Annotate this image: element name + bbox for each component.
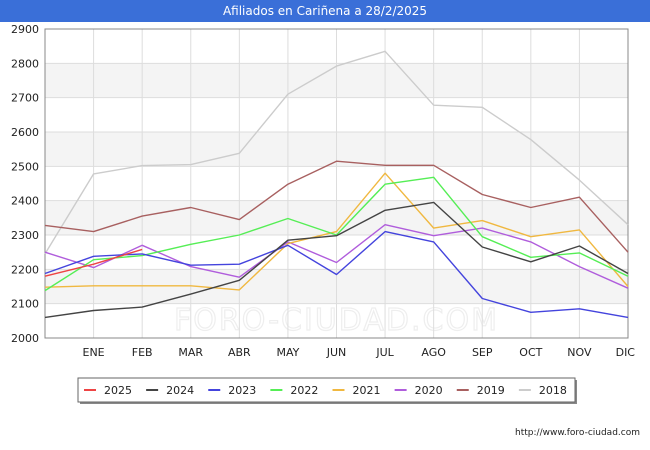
legend-label-2025: 2025 [104, 384, 132, 397]
y-tick-label: 2200 [11, 263, 39, 276]
legend-label-2024: 2024 [166, 384, 194, 397]
y-tick-label: 2400 [11, 195, 39, 208]
x-tick-label: NOV [567, 346, 592, 359]
x-tick-label: SEP [472, 346, 493, 359]
plot-frame [44, 28, 629, 339]
x-tick-label: MAY [276, 346, 299, 359]
x-tick-label: MAR [178, 346, 203, 359]
legend-label-2018: 2018 [539, 384, 567, 397]
x-tick-label: AGO [421, 346, 446, 359]
y-tick-label: 2800 [11, 57, 39, 70]
x-tick-label: DIC [616, 346, 636, 359]
x-tick-label: ENE [83, 346, 105, 359]
y-tick-label: 2600 [11, 126, 39, 139]
y-tick-label: 2700 [11, 92, 39, 105]
y-tick-label: 2000 [11, 332, 39, 345]
x-tick-label: FEB [132, 346, 153, 359]
watermark-text: FORO-CIUDAD.COM [174, 303, 499, 338]
series-line-2021 [44, 172, 629, 291]
legend-label-2021: 2021 [353, 384, 381, 397]
series-line-2018 [44, 50, 629, 255]
legend-label-2022: 2022 [290, 384, 318, 397]
x-tick-label: JUN [326, 346, 347, 359]
series-line-2019 [44, 160, 629, 253]
y-tick-label: 2300 [11, 229, 39, 242]
x-tick-label: JUL [375, 346, 394, 359]
source-url[interactable]: http://www.foro-ciudad.com [515, 428, 640, 438]
legend-label-2019: 2019 [477, 384, 505, 397]
x-tick-label: OCT [519, 346, 542, 359]
chart-title: Afiliados en Cariñena a 28/2/2025 [0, 0, 650, 22]
y-tick-label: 2900 [11, 23, 39, 36]
y-tick-label: 2500 [11, 160, 39, 173]
legend-label-2023: 2023 [228, 384, 256, 397]
series-line-2024 [44, 201, 629, 319]
y-tick-label: 2100 [11, 298, 39, 311]
series-line-2023 [44, 230, 629, 319]
x-tick-label: ABR [228, 346, 251, 359]
series-line-2025 [44, 248, 143, 277]
legend-box [77, 377, 576, 403]
legend-label-2020: 2020 [415, 384, 443, 397]
series-line-2020 [44, 224, 629, 289]
